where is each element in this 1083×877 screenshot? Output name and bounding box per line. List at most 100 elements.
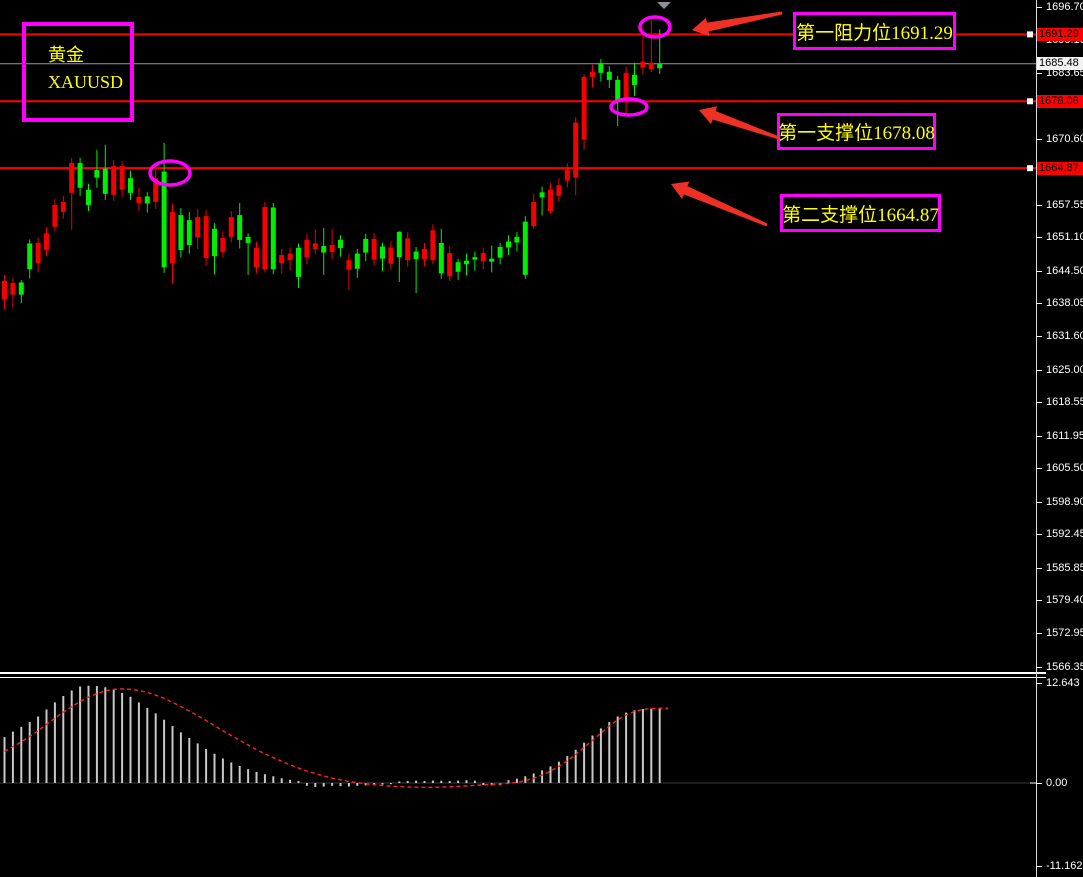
- axis-tick-dash: [1036, 138, 1042, 140]
- price-tick-label: 1670.60: [1036, 133, 1083, 146]
- candle-body: [573, 122, 579, 178]
- support2-label-box[interactable]: 第二支撑位1664.87: [780, 194, 941, 232]
- candle-body: [52, 204, 58, 227]
- candle-body: [464, 260, 469, 265]
- symbol-label-box[interactable]: 黄金 XAUUSD: [22, 22, 134, 122]
- candle-body: [77, 162, 83, 188]
- axis-tick-dash: [1036, 666, 1042, 668]
- axis-tick-dash: [1036, 600, 1042, 602]
- level-price-badge: 1691.29: [1037, 27, 1083, 41]
- candle-body: [237, 215, 243, 240]
- support1-label-box[interactable]: 第一支撑位1678.08: [777, 113, 936, 150]
- candle-body: [623, 72, 629, 103]
- price-tick-label: 1572.95: [1036, 627, 1083, 640]
- current-price-badge: 1685.48: [1037, 57, 1083, 71]
- candle-body: [380, 246, 385, 259]
- axis-tick-dash: [1036, 435, 1042, 437]
- candle-body: [178, 215, 184, 251]
- axis-tick-dash: [1036, 336, 1042, 338]
- axis-tick-dash: [1036, 468, 1042, 470]
- candle-body: [354, 253, 360, 269]
- candle-body: [296, 248, 301, 277]
- price-tick-label: 1605.50: [1036, 462, 1083, 475]
- candle-body: [144, 196, 150, 204]
- panel-separator-top: [0, 672, 1046, 674]
- candle-body: [632, 74, 637, 85]
- candle-body: [312, 243, 318, 250]
- candle-body: [514, 236, 520, 243]
- axis-tick-dash: [1036, 270, 1042, 272]
- price-axis[interactable]: 1696.701690.101683.651677.201670.601664.…: [1036, 0, 1083, 877]
- candle-body: [472, 257, 478, 260]
- candle-body: [228, 217, 234, 237]
- candle-body: [590, 71, 595, 77]
- candle-body: [212, 228, 217, 257]
- candle-body: [136, 196, 142, 203]
- price-tick-label: 1598.90: [1036, 496, 1083, 509]
- price-tick-label: 1566.35: [1036, 661, 1083, 674]
- axis-tick-dash: [1036, 72, 1042, 74]
- candle-body: [153, 178, 159, 202]
- candle-body: [102, 168, 108, 194]
- price-tick-label: 1657.55: [1036, 199, 1083, 212]
- price-tick-label: 1625.00: [1036, 364, 1083, 377]
- candle-body: [254, 248, 259, 268]
- axis-tick-dash: [1036, 534, 1042, 536]
- candle-body: [44, 233, 49, 251]
- candle-body: [186, 220, 192, 245]
- candle-body: [27, 243, 33, 270]
- line-handle: [1027, 98, 1033, 105]
- candle-body: [405, 238, 411, 261]
- candle-body: [195, 217, 201, 238]
- resistance1-label-box[interactable]: 第一阻力位1691.29: [793, 12, 956, 50]
- candle-body: [506, 241, 511, 248]
- candle-body: [657, 63, 663, 69]
- candle-body: [522, 221, 528, 275]
- axis-tick-dash: [1036, 6, 1042, 8]
- candle-body: [422, 249, 427, 260]
- axis-border: [1036, 0, 1037, 877]
- candle-body: [539, 192, 545, 198]
- candle-body: [270, 207, 276, 270]
- axis-tick-dash: [1036, 782, 1042, 784]
- axis-tick-dash: [1036, 204, 1042, 206]
- candle-body: [279, 255, 285, 264]
- level-price-badge: 1664.87: [1037, 161, 1083, 175]
- candle-body: [556, 185, 562, 196]
- price-tick-label: 1644.50: [1036, 265, 1083, 278]
- price-tick-label: 1651.10: [1036, 231, 1083, 244]
- candle-body: [396, 231, 402, 258]
- candle-body: [581, 76, 587, 140]
- main-chart-panel[interactable]: [0, 0, 1036, 672]
- candle-body: [111, 165, 117, 195]
- level-price-badge: 1678.08: [1037, 94, 1083, 108]
- axis-tick-dash: [1036, 402, 1042, 404]
- support2-label: 第二支撑位1664.87: [782, 204, 939, 226]
- price-tick-label: 1585.85: [1036, 562, 1083, 575]
- candle-body: [329, 244, 335, 253]
- candle-body: [161, 171, 167, 268]
- candle-body: [220, 237, 226, 253]
- axis-tick-dash: [1036, 682, 1042, 684]
- price-tick-label: 1618.55: [1036, 396, 1083, 409]
- candle-body: [615, 79, 621, 102]
- scroll-marker-triangle-icon[interactable]: [657, 2, 671, 9]
- candle-body: [346, 260, 352, 270]
- price-tick-label: 1631.60: [1036, 330, 1083, 343]
- candle-body: [338, 239, 343, 249]
- candle-body: [455, 262, 461, 272]
- price-tick-label: 1638.05: [1036, 297, 1083, 310]
- indicator-zero-label: 0.00: [1036, 777, 1067, 790]
- candle-body: [548, 189, 553, 212]
- price-tick-label: 1696.70: [1036, 1, 1083, 14]
- candle-body: [262, 207, 268, 270]
- support1-label: 第一支撑位1678.08: [778, 123, 935, 144]
- candle-body: [371, 238, 377, 260]
- candle-body: [170, 212, 175, 264]
- candle-body: [18, 282, 24, 295]
- symbol-ticker: XAUUSD: [48, 72, 124, 92]
- indicator-panel[interactable]: [0, 678, 1036, 877]
- axis-tick-dash: [1036, 567, 1042, 569]
- candle-body: [564, 169, 570, 181]
- candle-body: [321, 245, 327, 253]
